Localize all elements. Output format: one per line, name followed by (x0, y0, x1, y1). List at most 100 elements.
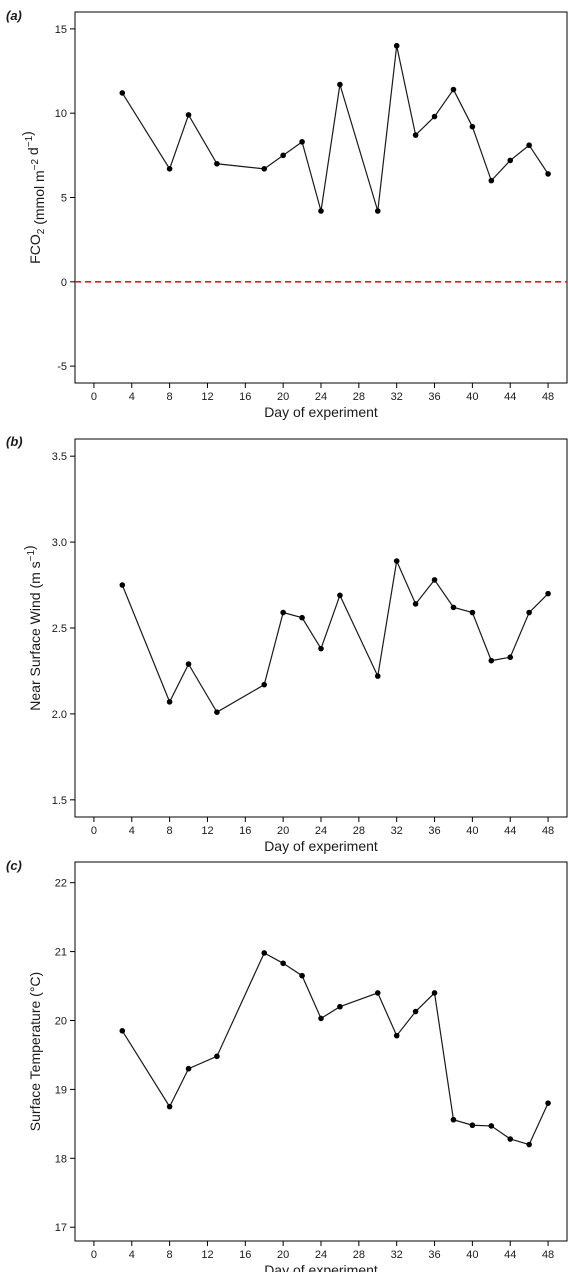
y-tick-label: 3.5 (52, 451, 67, 463)
x-tick-label: 36 (428, 825, 440, 837)
data-point (166, 699, 173, 705)
data-point (374, 673, 381, 679)
y-axis-title-part: Near Surface Wind (m s (27, 561, 43, 710)
chart-panel-3: (c)0 4 8 12 16 20 24 28 32 36 40 44 48171819202122Da… (6, 858, 568, 1272)
data-point (393, 42, 400, 49)
data-point (374, 208, 381, 214)
data-point (280, 152, 286, 159)
data-point (119, 582, 126, 588)
y-axis-title-part: d (25, 147, 41, 159)
data-point (431, 113, 438, 120)
data-point (318, 208, 324, 214)
data-point (185, 661, 192, 667)
x-tick-label: 44 (504, 825, 516, 837)
x-tick-label: 16 (239, 825, 251, 837)
data-point (166, 166, 173, 172)
y-axis-title: FCO2 (mmol m−2 d−1) (19, 131, 47, 264)
data-point (488, 177, 495, 184)
y-tick-label: -5 (57, 361, 67, 373)
y-tick-label: 15 (55, 24, 67, 36)
data-point (526, 1141, 532, 1148)
data-point (488, 657, 495, 664)
data-point (299, 614, 305, 621)
x-tick-label: 40 (466, 825, 478, 837)
y-tick-label: 10 (55, 108, 67, 120)
data-point (507, 157, 514, 164)
y-axis-title: Near Surface Wind (m s−1) (21, 545, 43, 710)
data-point (261, 950, 268, 956)
data-point (450, 1116, 457, 1123)
x-tick-label: 24 (315, 1249, 327, 1261)
y-tick-label: 21 (55, 947, 67, 959)
plot-frame (74, 861, 568, 1242)
x-tick-label: 20 (277, 391, 289, 403)
y-tick-label: 18 (55, 1153, 67, 1165)
y-tick-label: 17 (55, 1222, 67, 1234)
x-tick-label: 4 (129, 825, 135, 837)
data-point (526, 142, 532, 149)
series-line (121, 45, 549, 212)
x-tick-label: 32 (391, 1249, 403, 1261)
y-axis-title-part: FCO (27, 234, 43, 264)
data-point (214, 160, 220, 167)
data-point (545, 590, 551, 597)
data-point (337, 81, 343, 88)
y-axis-title: Surface Temperature (°C) (27, 972, 43, 1131)
data-point (507, 1136, 514, 1142)
x-tick-label: 16 (239, 1249, 251, 1261)
x-tick-label: 8 (167, 391, 173, 403)
x-tick-label: 32 (391, 391, 403, 403)
x-tick-label: 0 (91, 825, 97, 837)
x-tick-label: 12 (201, 1249, 213, 1261)
panel-label: (b) (6, 434, 23, 449)
data-point (337, 592, 343, 599)
data-point (412, 601, 419, 607)
y-axis-title-part: ) (19, 131, 35, 136)
y-tick-label: 0 (61, 277, 67, 289)
data-point (185, 1065, 192, 1072)
data-point (412, 132, 419, 138)
data-point (166, 1103, 173, 1110)
x-tick-label: 32 (391, 825, 403, 837)
data-point (393, 1032, 400, 1039)
data-point (214, 709, 220, 715)
data-point (185, 112, 192, 118)
x-tick-label: 8 (167, 825, 173, 837)
x-tick-label: 12 (201, 825, 213, 837)
data-point (469, 609, 476, 616)
y-axis-title-part: (mmol m (31, 170, 47, 228)
x-tick-label: 4 (129, 1249, 135, 1261)
y-tick-label: 19 (55, 1084, 67, 1096)
x-tick-label: 48 (542, 825, 554, 837)
data-point (299, 972, 305, 979)
x-tick-label: 36 (428, 1249, 440, 1261)
x-tick-label: 40 (466, 391, 478, 403)
data-point (393, 558, 400, 564)
data-point (318, 645, 324, 652)
y-axis-title-part: −2 (30, 159, 41, 171)
x-tick-label: 48 (542, 1249, 554, 1261)
x-tick-label: 0 (91, 391, 97, 403)
x-tick-label: 36 (428, 391, 440, 403)
data-point (337, 1003, 343, 1010)
y-axis-title-part: −1 (26, 550, 37, 562)
x-tick-label: 48 (542, 391, 554, 403)
data-point (431, 990, 438, 996)
x-tick-label: 20 (277, 825, 289, 837)
data-point (261, 166, 268, 172)
x-tick-label: 0 (91, 1249, 97, 1261)
x-tick-label: 20 (277, 1249, 289, 1261)
series-line (121, 558, 549, 714)
x-tick-label: 16 (239, 391, 251, 403)
y-tick-label: 22 (55, 878, 67, 890)
data-point (280, 960, 286, 967)
data-point (318, 1015, 324, 1022)
chart-panel-2: (b)0 4 8 12 16 20 24 28 32 36 40 44 481.52.02.53.03.… (6, 434, 568, 854)
x-tick-label: 44 (504, 391, 516, 403)
x-tick-label: 12 (201, 391, 213, 403)
x-tick-label: 28 (353, 1249, 365, 1261)
data-point (450, 86, 457, 93)
data-point (488, 1123, 495, 1129)
y-tick-label: 2.0 (52, 709, 67, 721)
